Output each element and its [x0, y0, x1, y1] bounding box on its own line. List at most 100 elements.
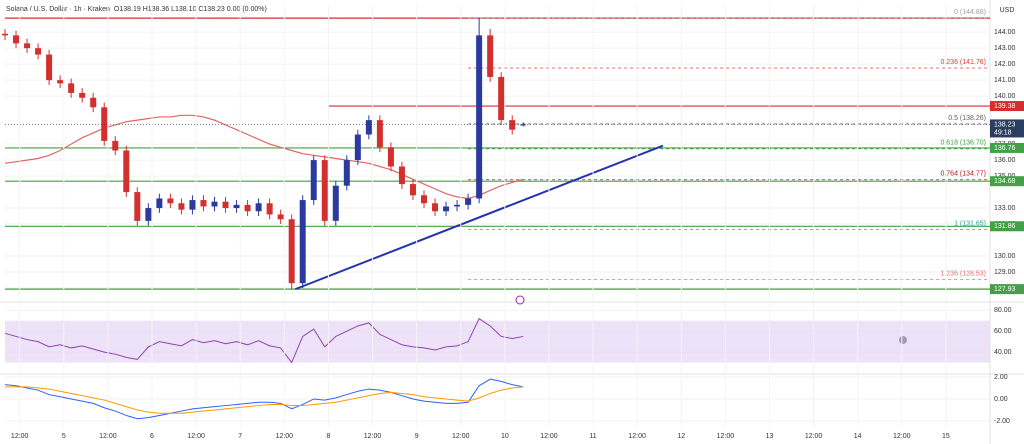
- candle-body: [244, 204, 251, 212]
- alert-icon[interactable]: [515, 295, 525, 305]
- level-label: 127.93: [994, 286, 1016, 293]
- y-tick-label: 0.00: [994, 396, 1008, 403]
- y-tick-label: 2.00: [994, 374, 1008, 381]
- x-tick-label: 12:00: [364, 433, 382, 440]
- candle-body: [387, 147, 394, 167]
- candle-body: [200, 200, 207, 207]
- trendline: [294, 144, 664, 291]
- x-tick-label: 12:00: [717, 433, 735, 440]
- candle-body: [354, 134, 361, 161]
- candle-body: [420, 195, 427, 204]
- x-tick-label: 12:00: [452, 433, 470, 440]
- x-tick-label: 5: [62, 433, 66, 440]
- last-price-box: [990, 119, 1024, 138]
- header: Solana / U.S. Dollar · 1h · Kraken O138.1…: [6, 6, 267, 13]
- x-tick-label: 12: [677, 433, 685, 440]
- y-tick-label: 133.00: [994, 205, 1016, 212]
- countdown: 49:18: [994, 129, 1012, 136]
- level-label: 131.86: [994, 223, 1016, 230]
- last-price-label: 138.23: [994, 121, 1016, 128]
- x-tick-label: 14: [854, 433, 862, 440]
- candle-body: [509, 120, 516, 130]
- level-box: [990, 142, 1024, 153]
- candle-body: [365, 120, 372, 135]
- level-box: [990, 284, 1024, 295]
- x-tick-label: 12:00: [893, 433, 911, 440]
- candle-body: [57, 80, 64, 84]
- x-tick-label: 12:00: [99, 433, 117, 440]
- level-box: [990, 176, 1024, 187]
- candle-body: [266, 203, 273, 215]
- x-tick-label: 7: [238, 433, 242, 440]
- x-tick-label: 12:00: [628, 433, 646, 440]
- y-tick-label: 141.00: [994, 77, 1016, 84]
- x-tick-label: 9: [415, 433, 419, 440]
- candle-body: [376, 120, 383, 148]
- x-tick-label: 15: [942, 433, 950, 440]
- y-tick-label: 130.00: [994, 253, 1016, 260]
- candle-body: [24, 43, 31, 49]
- candle-body: [398, 166, 405, 185]
- candle-body: [454, 204, 461, 207]
- candle-body: [156, 198, 163, 209]
- y-tick-label: 80.00: [994, 307, 1012, 314]
- candle-body: [90, 97, 97, 108]
- candle-body: [145, 208, 152, 221]
- fib-label: 0 (144.88): [954, 9, 986, 16]
- x-tick-label: 12:00: [540, 433, 558, 440]
- y-tick-label: 143.00: [994, 45, 1016, 52]
- moving-average: [4, 114, 524, 200]
- fib-label: 0.764 (134.77): [940, 171, 986, 178]
- fib-label: 0.5 (138.26): [948, 115, 986, 122]
- candle-body: [432, 203, 439, 212]
- candle-body: [255, 203, 262, 212]
- candle-body: [68, 83, 75, 93]
- x-tick-label: 8: [326, 433, 330, 440]
- level-label: 136.76: [994, 145, 1016, 152]
- candle-body: [112, 140, 119, 151]
- fib-label: 0.618 (136.70): [940, 140, 986, 147]
- candle-body: [178, 203, 185, 210]
- candle-body: [101, 107, 108, 141]
- x-tick-label: 12:00: [11, 433, 29, 440]
- candle-body: [332, 185, 339, 221]
- candle-body: [35, 48, 42, 55]
- ohlc-text: O138.19 H138.36 L138.10 C138.23 0.00 (0.…: [114, 6, 267, 13]
- symbol-title: Solana / U.S. Dollar · 1h · Kraken: [6, 6, 110, 13]
- fib-label: 0.236 (141.76): [940, 59, 986, 66]
- candle-body: [2, 33, 8, 36]
- indicator-line: [4, 317, 524, 364]
- candle-body: [134, 192, 141, 221]
- candle-body: [233, 204, 240, 209]
- x-tick-label: 12:00: [276, 433, 294, 440]
- candle-body: [409, 184, 416, 196]
- level-box: [990, 101, 1024, 112]
- x-tick-label: 13: [766, 433, 774, 440]
- x-tick-label: 12:00: [805, 433, 823, 440]
- candle-body: [13, 35, 20, 44]
- candle-body: [321, 160, 328, 221]
- y-tick-label: 136.00: [994, 157, 1016, 164]
- indicator-line: [4, 378, 524, 420]
- candle-body: [189, 200, 196, 210]
- candle-body: [46, 54, 53, 81]
- x-tick-label: 12:00: [187, 433, 205, 440]
- currency: USD: [1000, 7, 1015, 14]
- candle-body: [465, 198, 472, 205]
- candle-body: [79, 92, 86, 98]
- y-tick-label: 142.00: [994, 61, 1016, 68]
- rsi-band: [5, 320, 990, 363]
- y-tick-label: 60.00: [994, 328, 1012, 335]
- candle-body: [288, 219, 295, 284]
- y-tick-label: 129.00: [994, 269, 1016, 276]
- y-tick-label: 140.00: [994, 93, 1016, 100]
- candle-body: [520, 124, 527, 126]
- indicator-line: [5, 386, 524, 414]
- y-tick-label: 144.00: [994, 29, 1016, 36]
- candle-body: [343, 160, 350, 186]
- candle-body: [299, 200, 306, 284]
- level-label: 134.68: [994, 178, 1016, 185]
- candle-body: [498, 76, 505, 121]
